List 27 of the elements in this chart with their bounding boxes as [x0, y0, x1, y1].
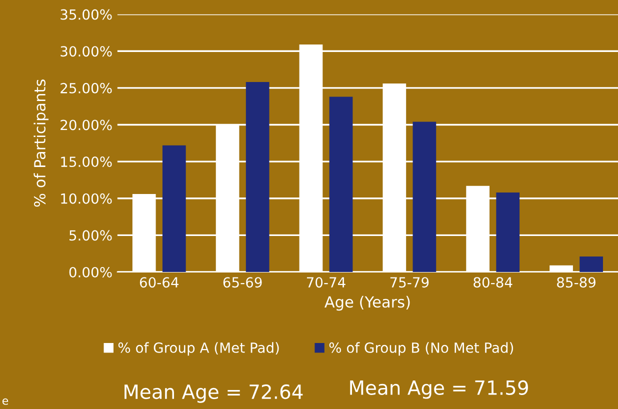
bar	[246, 82, 270, 272]
text: e	[2, 398, 8, 405]
x-axis-title: Age (Years)	[324, 296, 410, 311]
x-tick-label: 80-84	[474, 277, 512, 288]
x-tick-label: 60-64	[140, 277, 179, 288]
y-tick-label: 10.00%	[61, 193, 112, 204]
y-tick-label: 0.00%	[69, 266, 112, 278]
bar	[496, 192, 520, 272]
y-axis-title: % of Participants	[34, 80, 48, 207]
text: Mean Age = 72.64	[124, 384, 303, 403]
legend-label: % of Group A (Met Pad)	[118, 342, 279, 356]
y-tick-label: 15.00%	[61, 156, 112, 168]
bar	[580, 256, 603, 272]
bar	[329, 96, 353, 272]
x-tick-label: 65-69	[223, 277, 262, 288]
y-tick-label: 30.00%	[60, 46, 112, 57]
legend-label: % of Group B (No Met Pad)	[329, 342, 514, 356]
y-tick-label: 35.00%	[60, 9, 112, 20]
bar	[162, 145, 186, 272]
x-tick-label: 70-74	[306, 277, 346, 288]
bar	[412, 122, 436, 272]
x-tick-label: 75-79	[390, 277, 429, 288]
y-tick-label: 25.00%	[60, 82, 112, 94]
y-tick-label: 5.00%	[70, 230, 112, 241]
y-tick-label: 20.00%	[60, 120, 112, 130]
x-tick-label: 85-89	[557, 277, 596, 288]
text: Mean Age = 71.59	[350, 380, 528, 399]
